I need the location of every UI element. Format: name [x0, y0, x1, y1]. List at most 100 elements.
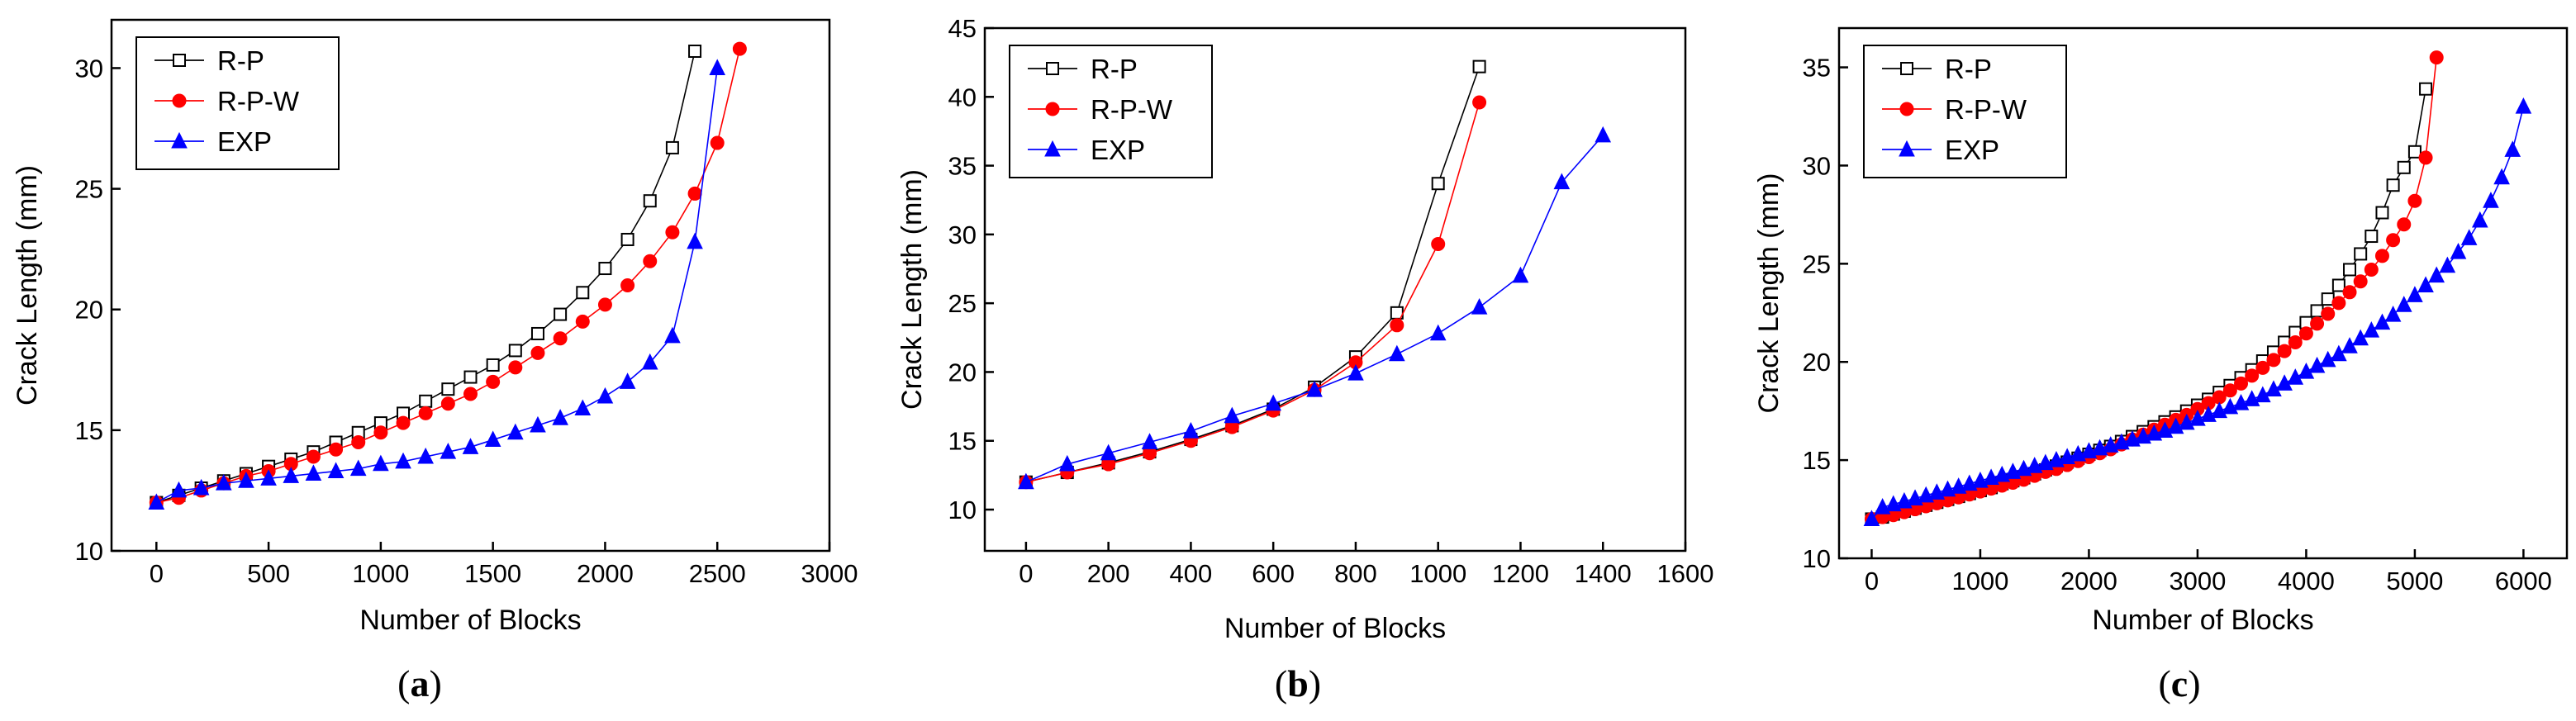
data-point-EXP [641, 353, 658, 370]
plot-frame [110, 18, 831, 553]
data-point-EXP [148, 493, 165, 510]
y-tick-label: 20 [948, 358, 977, 387]
y-tick-label: 20 [75, 296, 103, 325]
plot-frame [1837, 26, 2569, 560]
data-point-R-P-W [687, 186, 702, 201]
data-point-R-P-W [2288, 334, 2303, 349]
data-point-R-P [463, 370, 478, 384]
data-point-R-P-W [2255, 360, 2270, 375]
legend-marker-EXP [1044, 140, 1061, 157]
data-point-EXP [2298, 362, 2315, 379]
data-point-R-P [530, 326, 544, 340]
x-axis-label: Number of Blocks [359, 605, 581, 636]
y-tick-label: 30 [1803, 151, 1831, 180]
chart-panel-c: 0 1000 2000 3000 4000 5000 6000 10 15 20 25 30 35 Num… [1753, 26, 2569, 704]
data-point-EXP [1863, 510, 1880, 526]
x-tick-label: 2000 [2060, 567, 2117, 595]
y-tick-label: 40 [948, 83, 977, 111]
legend-marker-R-P [173, 54, 186, 67]
data-point-EXP [687, 232, 703, 249]
legend-label: R-P [1091, 54, 1138, 84]
chart-panel-b: 0 200 400 600 800 1000 1200 1400 1600 10 15 20 25 30 3… [896, 14, 1713, 704]
data-point-R-P-W [710, 135, 725, 150]
y-tick-label: 15 [75, 416, 103, 445]
legend-marker-R-P-W [172, 93, 187, 108]
data-point-R-P-W [463, 387, 478, 401]
x-tick-label: 1000 [1951, 567, 2008, 595]
panel-label-letter: a [411, 662, 430, 704]
data-point-R-P [598, 262, 612, 276]
data-point-R-P-W [2310, 316, 2325, 331]
data-point-R-P-W [2374, 249, 2389, 263]
x-tick-label: 1000 [1409, 559, 1466, 588]
data-point-EXP [1306, 380, 1323, 397]
y-tick-label: 35 [1803, 54, 1831, 83]
x-tick-label: 1200 [1492, 559, 1549, 588]
data-point-R-P-W [2418, 150, 2433, 165]
chart-panel-a: 0 500 1000 1500 2000 2500 3000 10 15 20 25 30 Number… [12, 18, 858, 704]
y-tick-label: 25 [1803, 249, 1831, 278]
y-tick-label: 30 [948, 221, 977, 249]
x-tick-label: 200 [1087, 559, 1130, 588]
data-point-EXP [2341, 337, 2358, 353]
data-point-EXP [2287, 368, 2304, 385]
data-point-R-P-W [440, 396, 455, 411]
data-point-EXP [260, 469, 277, 486]
y-tick-label: 10 [948, 496, 977, 524]
data-point-R-P [1472, 59, 1486, 74]
y-tick-label: 30 [75, 54, 103, 83]
panel-label: (b) [1275, 662, 1321, 704]
data-point-R-P [554, 307, 568, 321]
data-point-R-P-W [1390, 318, 1404, 333]
data-point-EXP [507, 423, 524, 440]
data-point-R-P-W [2353, 274, 2368, 289]
legend-marker-R-P-W [1899, 102, 1914, 116]
legend-marker-EXP [171, 131, 188, 149]
data-point-EXP [1141, 433, 1158, 449]
data-point-EXP [395, 452, 411, 469]
x-tick-label: 800 [1334, 559, 1377, 588]
data-point-EXP [305, 464, 322, 481]
legend-label: EXP [1091, 135, 1145, 165]
y-tick-label: 10 [75, 537, 103, 566]
data-point-EXP [170, 481, 188, 498]
x-tick-label: 0 [150, 559, 164, 588]
x-tick-label: 600 [1252, 559, 1295, 588]
data-point-EXP [664, 326, 681, 344]
data-point-EXP [2395, 296, 2412, 312]
data-point-R-P [419, 394, 433, 408]
data-point-EXP [2428, 266, 2445, 283]
data-point-R-P-W [530, 345, 545, 360]
legend-box [1009, 45, 1213, 178]
data-point-EXP [530, 415, 546, 433]
x-tick-label: 400 [1170, 559, 1213, 588]
data-point-EXP [1058, 454, 1076, 472]
legend-label: R-P [1945, 54, 1992, 84]
legend-label: EXP [217, 126, 272, 157]
data-point-EXP [2515, 97, 2532, 114]
data-point-EXP [1224, 406, 1241, 424]
data-point-EXP [2460, 229, 2478, 245]
data-point-R-P [2407, 145, 2422, 159]
data-point-R-P-W [2429, 50, 2444, 65]
data-point-EXP [2439, 256, 2456, 273]
data-point-EXP [2255, 386, 2271, 403]
data-point-EXP [1018, 472, 1034, 490]
data-point-EXP [1100, 444, 1117, 461]
data-point-R-P-W [553, 331, 568, 346]
data-point-R-P [508, 344, 522, 358]
data-point-R-P-W [597, 297, 612, 312]
x-tick-label: 0 [1865, 567, 1879, 595]
data-point-R-P-W [2331, 296, 2346, 311]
data-point-R-P-W [373, 425, 388, 440]
data-point-EXP [373, 454, 389, 472]
data-point-EXP [238, 472, 254, 488]
x-tick-label: 4000 [2278, 567, 2335, 595]
data-point-EXP [574, 399, 592, 416]
x-tick-label: 3000 [2169, 567, 2226, 595]
y-tick-label: 25 [75, 175, 103, 204]
x-tick-label: 5000 [2386, 567, 2443, 595]
data-point-EXP [1429, 324, 1447, 341]
data-point-R-P-W [2298, 326, 2313, 341]
